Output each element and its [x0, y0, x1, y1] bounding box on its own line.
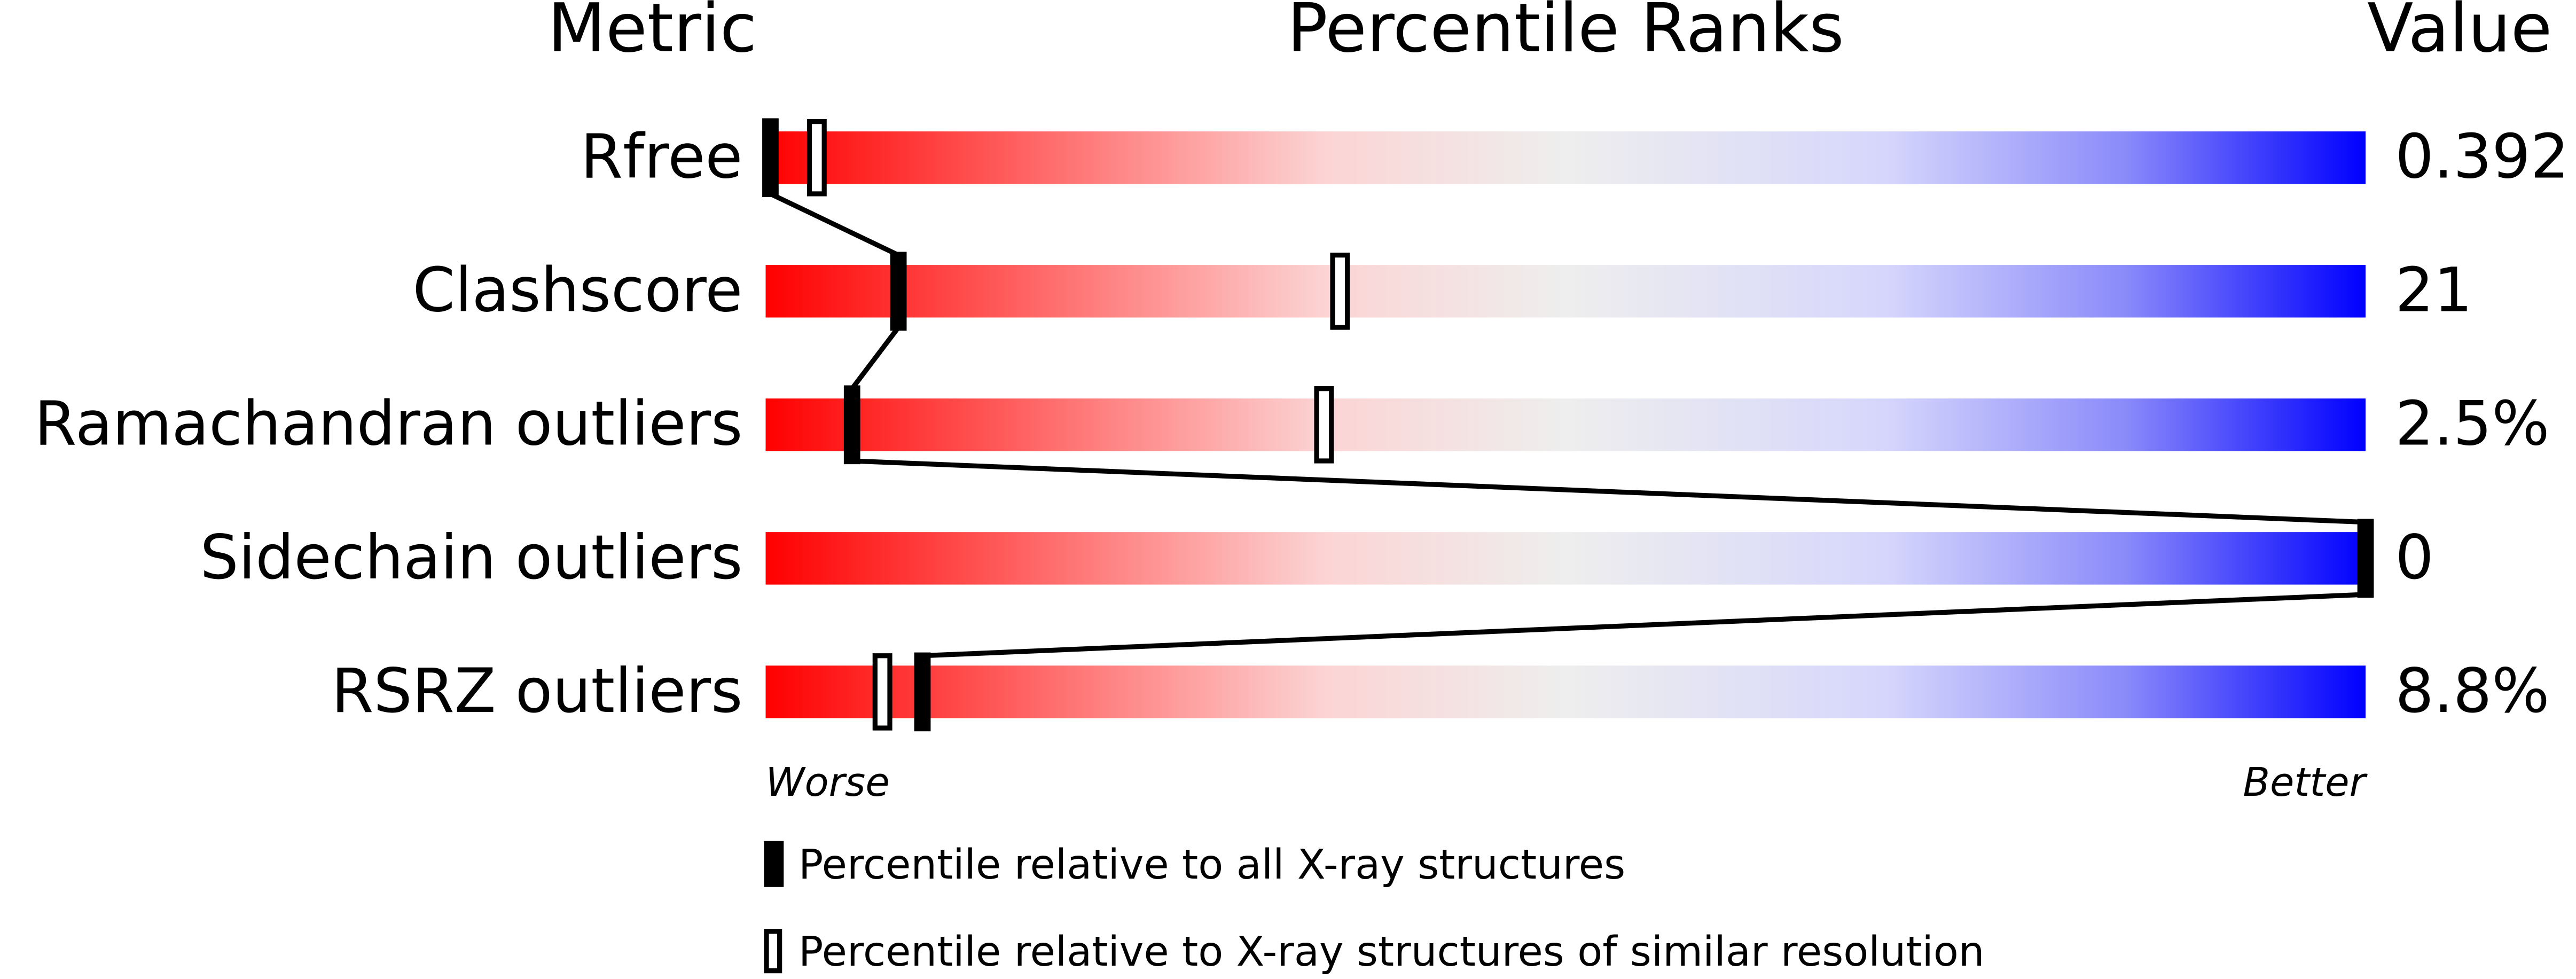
similar-marker: [807, 119, 827, 197]
percentile-bar: [765, 532, 2366, 585]
percentile-marker: [762, 118, 779, 198]
metric-value: 2.5%: [2395, 388, 2549, 459]
connector: [850, 326, 901, 390]
percentile-marker: [843, 385, 860, 465]
metric-label: Ramachandran outliers: [34, 388, 742, 459]
legend-swatch: [764, 841, 784, 887]
percentile-marker: [890, 252, 907, 331]
percentile-marker: [2357, 519, 2374, 598]
percentile-bar: [765, 398, 2366, 451]
connector: [769, 191, 900, 257]
better-label: Better: [2243, 759, 2368, 805]
connector: [852, 458, 2366, 525]
connector: [922, 592, 2366, 659]
worse-label: Worse: [765, 759, 889, 805]
percentile-bar: [765, 265, 2366, 318]
metric-value: 0: [2395, 522, 2433, 593]
metric-value: 21: [2395, 255, 2472, 326]
legend-label: Percentile relative to all X-ray structu…: [798, 841, 1625, 889]
metric-label: RSRZ outliers: [331, 655, 742, 726]
metric-header: Metric: [547, 0, 757, 67]
metric-label: Rfree: [581, 121, 742, 192]
metric-label: Clashscore: [413, 255, 743, 326]
ranks-header: Percentile Ranks: [1287, 0, 1844, 67]
similar-marker: [1314, 386, 1334, 464]
legend-label: Percentile relative to X-ray structures …: [798, 928, 1985, 976]
metric-value: 0.392: [2395, 121, 2569, 192]
percentile-marker: [914, 652, 931, 732]
metric-value: 8.8%: [2395, 655, 2549, 726]
legend-swatch: [764, 929, 782, 974]
percentile-bar: [765, 665, 2366, 718]
similar-marker: [872, 653, 892, 731]
percentile-bar: [765, 131, 2366, 184]
value-header: Value: [2367, 0, 2552, 67]
metric-label: Sidechain outliers: [200, 522, 742, 593]
similar-marker: [1330, 253, 1350, 330]
